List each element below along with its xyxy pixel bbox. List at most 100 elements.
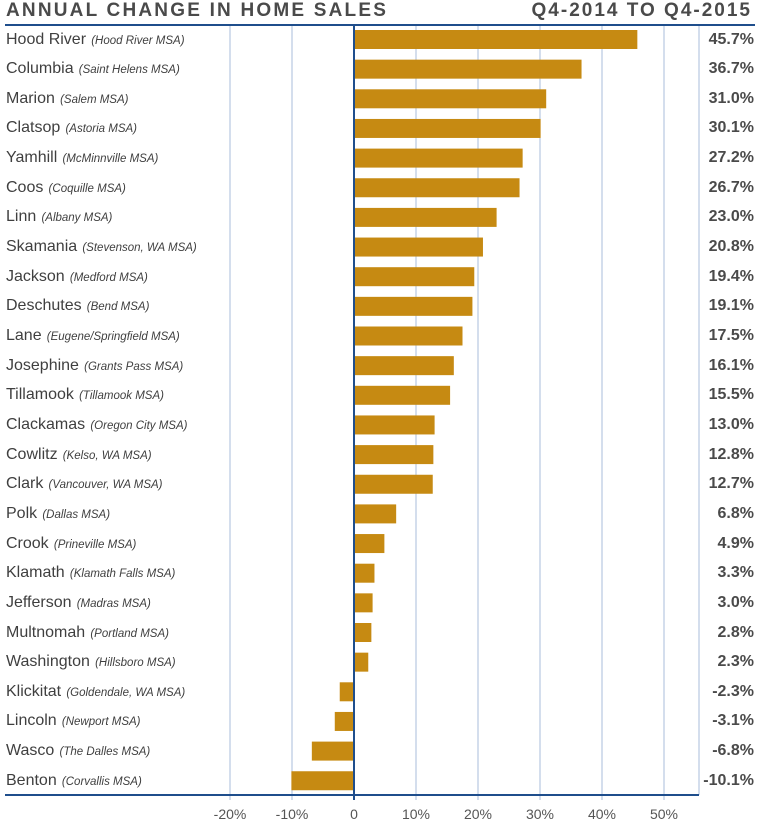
county-name: Polk — [6, 504, 38, 522]
data-label: 23.0% — [708, 208, 754, 226]
category-label: Crook (Prineville MSA) — [6, 535, 136, 554]
bar — [354, 207, 497, 227]
data-label: 3.3% — [717, 564, 754, 582]
county-name: Coos — [6, 178, 44, 196]
county-name: Washington — [6, 653, 90, 671]
category-label: Yamhill (McMinnville MSA) — [6, 149, 158, 168]
category-label: Tillamook (Tillamook MSA) — [6, 386, 164, 405]
data-label: 16.1% — [708, 356, 754, 374]
bar — [354, 385, 451, 405]
county-name: Multnomah — [6, 623, 86, 641]
category-label: Hood River (Hood River MSA) — [6, 31, 185, 50]
bar — [311, 741, 354, 761]
bar — [354, 326, 463, 346]
county-name: Yamhill — [6, 149, 58, 167]
bar — [354, 534, 385, 554]
bar — [354, 415, 435, 435]
bar — [354, 563, 375, 583]
data-label: 4.9% — [717, 534, 754, 552]
msa-name: (Hillsboro MSA) — [91, 657, 176, 670]
x-tick-label: 30% — [525, 806, 555, 822]
bar — [354, 178, 520, 198]
county-name: Skamania — [6, 238, 78, 256]
bar — [354, 445, 434, 465]
msa-name: (Dallas MSA) — [39, 508, 111, 521]
bar — [354, 356, 454, 376]
chart-title: ANNUAL CHANGE IN HOME SALES — [6, 0, 389, 21]
category-label: Wasco (The Dalles MSA) — [6, 742, 150, 761]
msa-name: (Grants Pass MSA) — [80, 360, 184, 373]
category-label: Lane (Eugene/Springfield MSA) — [6, 327, 180, 346]
msa-name: (Saint Helens MSA) — [75, 64, 180, 77]
msa-name: (Portland MSA) — [87, 627, 169, 640]
gridlines — [229, 26, 700, 800]
category-label: Skamania (Stevenson, WA MSA) — [6, 238, 197, 257]
data-label: 36.7% — [708, 60, 754, 78]
bars — [291, 30, 638, 791]
x-tick-label: 10% — [401, 806, 431, 822]
x-tick-label: 40% — [587, 806, 617, 822]
county-name: Clatsop — [6, 119, 61, 137]
bar — [354, 30, 638, 49]
county-name: Jackson — [6, 267, 65, 285]
county-name: Jefferson — [6, 593, 72, 611]
bar — [291, 771, 354, 791]
category-label: Multnomah (Portland MSA) — [6, 624, 169, 643]
data-label: 13.0% — [708, 415, 754, 433]
county-name: Wasco — [6, 742, 55, 760]
bar — [354, 296, 473, 316]
msa-name: (Astoria MSA) — [62, 123, 138, 136]
category-label: Clatsop (Astoria MSA) — [6, 119, 137, 138]
county-name: Tillamook — [6, 386, 74, 404]
data-label: 20.8% — [708, 238, 754, 256]
category-label: Lincoln (Newport MSA) — [6, 712, 141, 731]
category-label: Cowlitz (Kelso, WA MSA) — [6, 446, 152, 465]
category-label: Clark (Vancouver, WA MSA) — [6, 475, 163, 494]
category-label: Josephine (Grants Pass MSA) — [6, 357, 183, 376]
data-label: 2.8% — [717, 623, 754, 641]
county-name: Benton — [6, 771, 57, 789]
bar — [354, 504, 397, 524]
msa-name: (Coquille MSA) — [45, 182, 126, 195]
county-name: Marion — [6, 89, 55, 107]
county-name: Lincoln — [6, 712, 57, 730]
data-label: 45.7% — [708, 30, 754, 48]
data-label: 12.7% — [708, 475, 754, 493]
county-name: Linn — [6, 208, 37, 226]
msa-name: (Madras MSA) — [73, 597, 151, 610]
bar — [354, 652, 369, 672]
msa-name: (Tillamook MSA) — [75, 390, 164, 403]
county-name: Klickitat — [6, 682, 62, 700]
msa-name: (Prineville MSA) — [50, 538, 137, 551]
msa-name: (Medford MSA) — [66, 271, 148, 284]
chart-period: Q4-2014 TO Q4-2015 — [531, 0, 752, 21]
category-label: Klamath (Klamath Falls MSA) — [6, 564, 175, 583]
data-label: 27.2% — [708, 149, 754, 167]
axes — [5, 26, 699, 800]
msa-name: (Kelso, WA MSA) — [59, 449, 152, 462]
msa-name: (McMinnville MSA) — [59, 153, 159, 166]
msa-name: (Bend MSA) — [83, 301, 150, 314]
category-label: Washington (Hillsboro MSA) — [6, 653, 176, 672]
msa-name: (Newport MSA) — [58, 716, 141, 729]
data-label: 6.8% — [717, 504, 754, 522]
data-label: -10.1% — [703, 771, 754, 789]
county-name: Klamath — [6, 564, 65, 582]
bar — [354, 474, 433, 494]
msa-name: (Hood River MSA) — [88, 34, 185, 47]
bar — [354, 89, 547, 109]
county-name: Lane — [6, 327, 42, 344]
county-name: Clark — [6, 475, 44, 493]
x-tick-label: -20% — [213, 806, 247, 822]
x-tick-label: 20% — [463, 806, 493, 822]
category-label: Marion (Salem MSA) — [6, 90, 128, 109]
category-label: Polk (Dallas MSA) — [6, 505, 110, 524]
data-label: 19.1% — [708, 297, 754, 315]
bar — [354, 623, 372, 642]
data-label: 30.1% — [708, 119, 754, 137]
county-name: Cowlitz — [6, 445, 58, 463]
data-label: -6.8% — [712, 742, 754, 760]
county-name: Deschutes — [6, 297, 82, 315]
bar — [354, 237, 483, 257]
msa-name: (The Dalles MSA) — [56, 746, 151, 759]
